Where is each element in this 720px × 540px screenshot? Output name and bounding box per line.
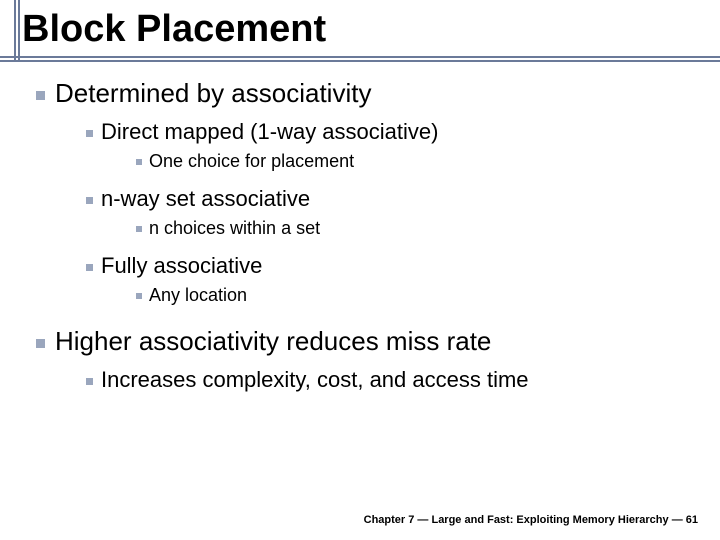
slide-title: Block Placement (22, 8, 720, 51)
square-bullet-icon (86, 197, 93, 204)
square-bullet-icon (36, 339, 45, 348)
square-bullet-icon (36, 91, 45, 100)
bullet-lvl2: n-way set associative (86, 186, 700, 212)
lvl3-text: n choices within a set (149, 218, 320, 238)
content-region: Determined by associativity Direct mappe… (30, 78, 700, 399)
lvl2-text: Direct mapped (1-way associative) (101, 119, 438, 144)
lvl3-text: One choice for placement (149, 151, 354, 171)
bullet-lvl1: Higher associativity reduces miss rate (36, 326, 700, 357)
square-bullet-icon (136, 226, 142, 232)
lvl3-text: Any location (149, 285, 247, 305)
lvl1-text: Higher associativity reduces miss rate (55, 326, 491, 356)
title-region: Block Placement (0, 0, 720, 51)
square-bullet-icon (86, 264, 93, 271)
bullet-lvl3: Any location (136, 285, 700, 306)
lvl2-text: n-way set associative (101, 186, 310, 211)
bullet-lvl3: n choices within a set (136, 218, 700, 239)
lvl1-text: Determined by associativity (55, 78, 371, 108)
square-bullet-icon (136, 159, 142, 165)
footer-text: Chapter 7 — Large and Fast: Exploiting M… (364, 514, 698, 526)
lvl2-text: Fully associative (101, 253, 262, 278)
bullet-lvl2: Direct mapped (1-way associative) (86, 119, 700, 145)
bullet-lvl2: Fully associative (86, 253, 700, 279)
bullet-lvl1: Determined by associativity (36, 78, 700, 109)
bullet-lvl3: One choice for placement (136, 151, 700, 172)
square-bullet-icon (86, 378, 93, 385)
square-bullet-icon (136, 293, 142, 299)
bullet-lvl2: Increases complexity, cost, and access t… (86, 367, 700, 393)
square-bullet-icon (86, 130, 93, 137)
lvl2-text: Increases complexity, cost, and access t… (101, 367, 529, 392)
